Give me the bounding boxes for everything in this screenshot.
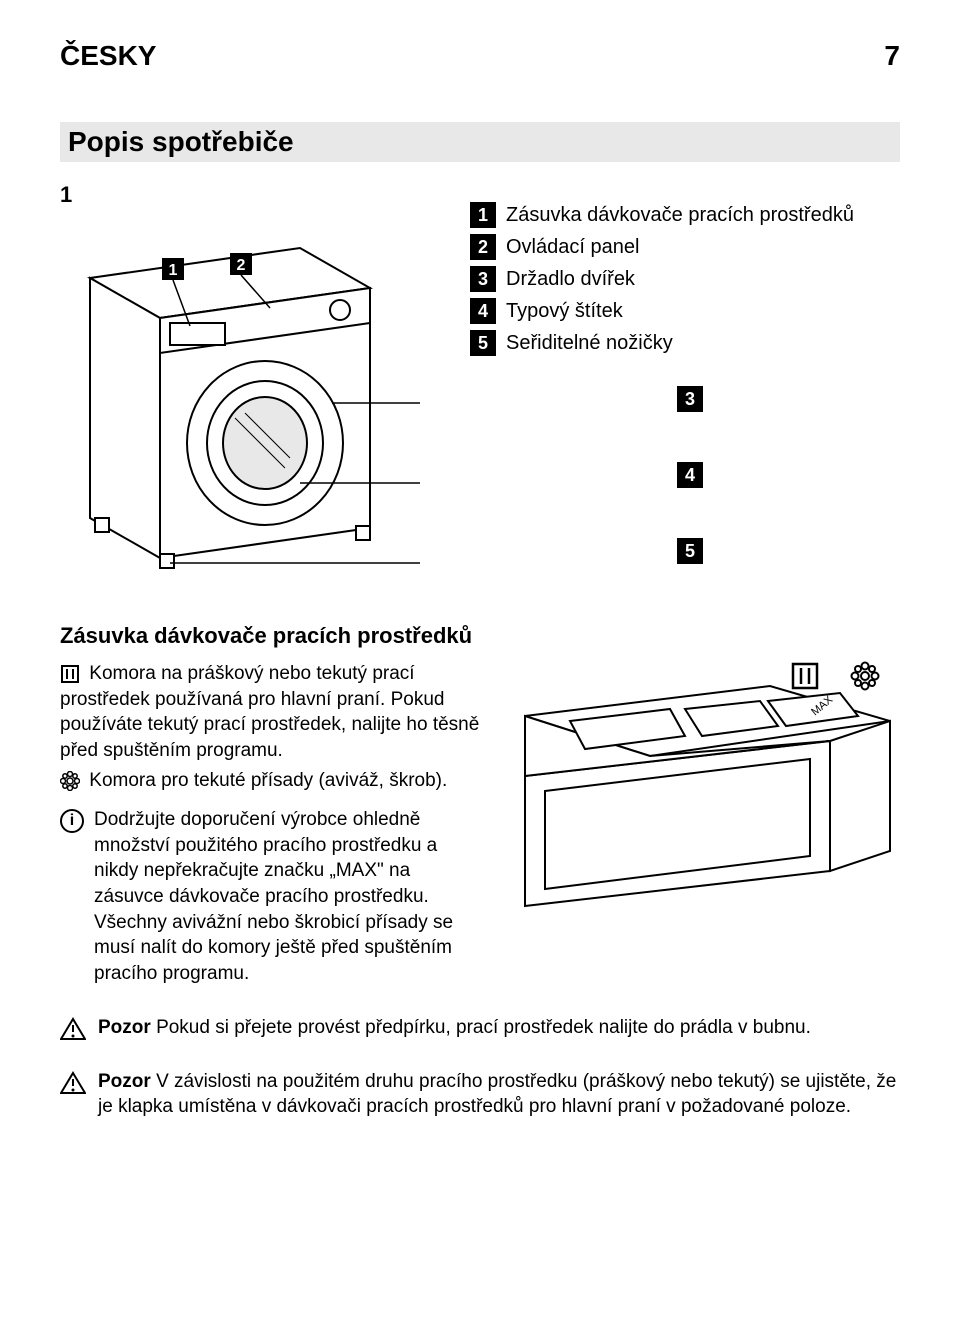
main-wash-icon <box>60 664 80 684</box>
section-title: Popis spotřebiče <box>60 122 900 162</box>
legend-number: 1 <box>470 202 496 228</box>
legend-text: Seřiditelné nožičky <box>506 332 673 355</box>
main-wash-icon <box>790 661 820 691</box>
detergent-para-1: Komora na práškový nebo tekutý prací pro… <box>60 661 480 764</box>
legend-item: 4 Typový štítek <box>470 298 900 324</box>
warning-icon <box>60 1017 86 1041</box>
diagram-callout-numbers: 3 4 5 <box>480 386 900 564</box>
legend-number: 2 <box>470 234 496 260</box>
legend-item: 5 Seřiditelné nožičky <box>470 330 900 356</box>
info-icon: i <box>60 809 84 833</box>
detergent-text-column: Komora na práškový nebo tekutý prací pro… <box>60 661 480 987</box>
legend-item: 3 Držadlo dvířek <box>470 266 900 292</box>
warning-block: Pozor V závislosti na použitém druhu pra… <box>60 1069 900 1120</box>
legend-number: 5 <box>470 330 496 356</box>
warning-text: Pozor Pokud si přejete provést předpírku… <box>98 1015 811 1041</box>
legend-item: 1 Zásuvka dávkovače pracích prostředků <box>470 202 900 228</box>
legend-item: 2 Ovládací panel <box>470 234 900 260</box>
legend-text: Ovládací panel <box>506 236 639 259</box>
legend-text: Typový štítek <box>506 300 623 323</box>
detergent-drawer-diagram: MAX <box>510 661 900 941</box>
svg-text:2: 2 <box>237 257 246 274</box>
detergent-drawer-section: Zásuvka dávkovače pracích prostředků Kom… <box>60 623 900 987</box>
figure-label: 1 <box>60 182 440 208</box>
info-text: Dodržujte doporučení výrobce ohledně mno… <box>94 807 480 986</box>
info-block: i Dodržujte doporučení výrobce ohledně m… <box>60 807 480 986</box>
legend-number: 4 <box>470 298 496 324</box>
callout-number: 5 <box>677 538 703 564</box>
legend-text: Držadlo dvířek <box>506 268 635 291</box>
callout-number: 4 <box>677 462 703 488</box>
legend-column: 1 Zásuvka dávkovače pracích prostředků 2… <box>470 182 900 593</box>
softener-flower-icon <box>60 771 80 791</box>
legend-number: 3 <box>470 266 496 292</box>
warning-block: Pozor Pokud si přejete provést předpírku… <box>60 1015 900 1041</box>
legend-text: Zásuvka dávkovače pracích prostředků <box>506 204 854 227</box>
drawer-diagram-column: MAX <box>510 661 900 987</box>
washing-machine-diagram: 1 2 <box>60 218 420 588</box>
subsection-title: Zásuvka dávkovače pracích prostředků <box>60 623 900 649</box>
softener-flower-icon <box>850 661 880 691</box>
callout-number: 3 <box>677 386 703 412</box>
warning-icon <box>60 1071 86 1095</box>
page-header: ČESKY 7 <box>60 40 900 72</box>
diagram-column: 1 <box>60 182 440 593</box>
language-label: ČESKY <box>60 40 156 72</box>
detergent-two-column: Komora na práškový nebo tekutý prací pro… <box>60 661 900 987</box>
warning-text: Pozor V závislosti na použitém druhu pra… <box>98 1069 900 1120</box>
svg-text:1: 1 <box>169 262 178 279</box>
detergent-para-2: Komora pro tekuté přísady (aviváž, škrob… <box>60 768 480 794</box>
appliance-overview: 1 <box>60 182 900 593</box>
drawer-top-icons <box>790 661 880 691</box>
page-number: 7 <box>884 40 900 72</box>
